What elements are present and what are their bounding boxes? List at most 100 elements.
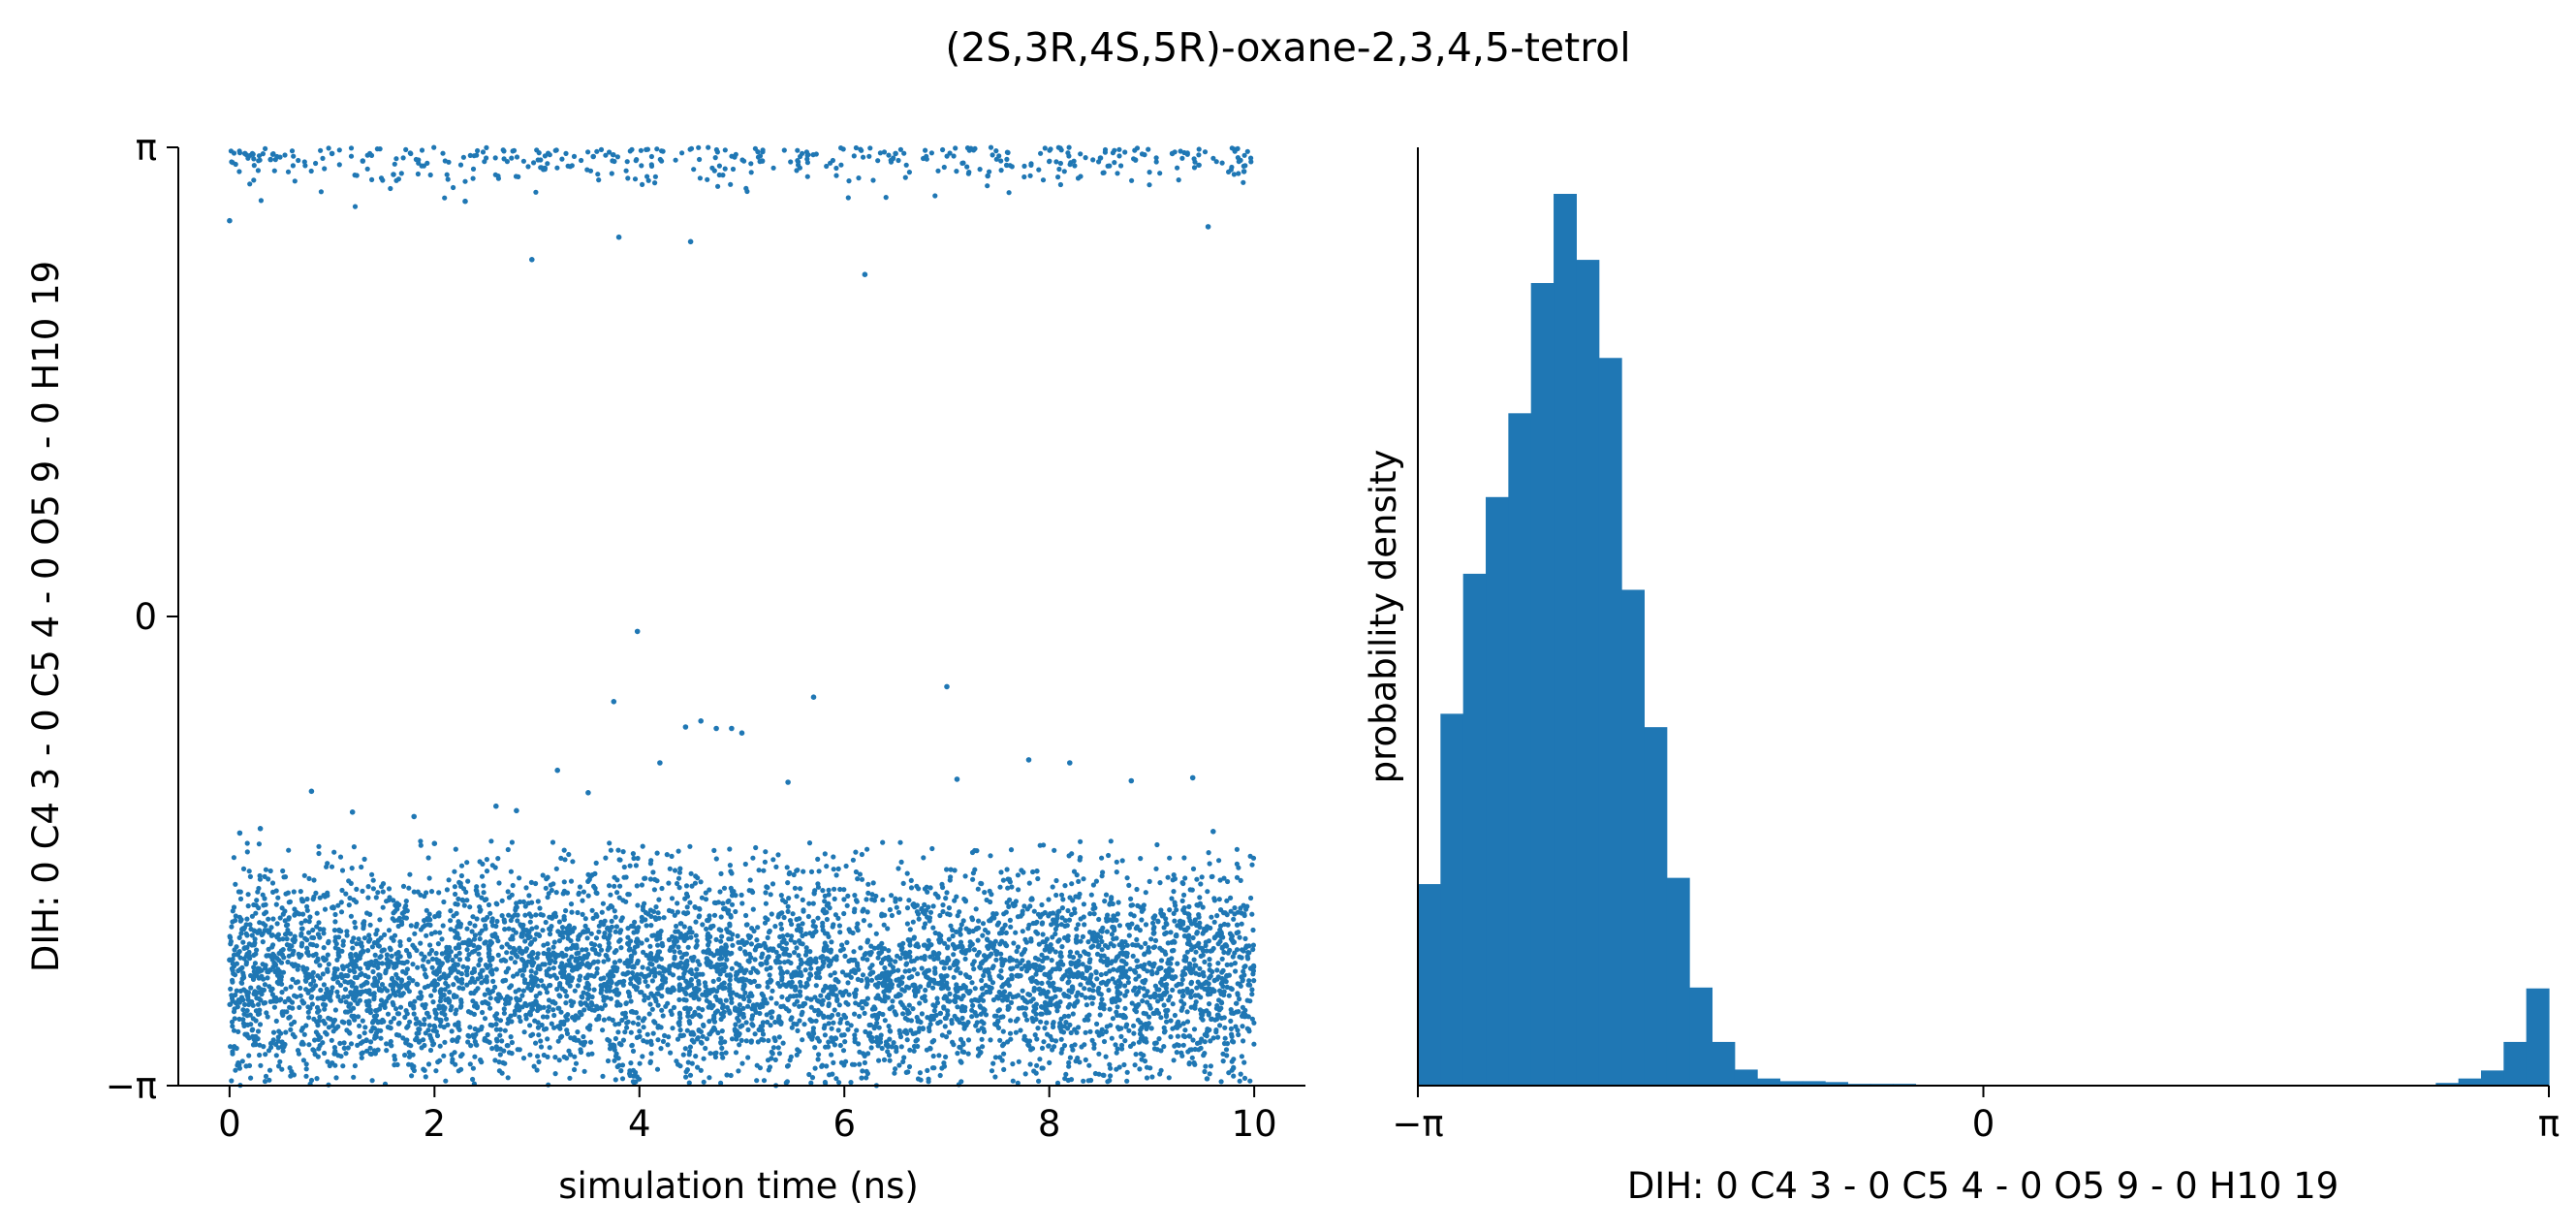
scatter-point (1184, 1019, 1191, 1025)
scatter-point (568, 901, 575, 907)
scatter-point (509, 839, 516, 845)
scatter-point (276, 1063, 282, 1069)
scatter-point (647, 1001, 653, 1007)
scatter-point (954, 982, 959, 988)
scatter-point (248, 985, 254, 991)
scatter-point (1182, 958, 1189, 963)
scatter-point (1210, 945, 1216, 952)
scatter-point (1075, 1055, 1081, 1061)
scatter-point (561, 916, 567, 922)
scatter-point (989, 1068, 995, 1074)
scatter-point (321, 931, 327, 936)
scatter-point (1178, 1007, 1184, 1013)
scatter-point (1250, 855, 1257, 861)
scatter-point (1141, 965, 1147, 972)
scatter-point (915, 944, 922, 950)
scatter-point (1061, 1043, 1068, 1049)
scatter-point (1013, 899, 1019, 904)
scatter-point (841, 1032, 847, 1038)
scatter-point (733, 908, 738, 915)
scatter-point (841, 910, 847, 917)
scatter-point (499, 898, 505, 903)
scatter-point (1049, 1037, 1054, 1043)
scatter-point (762, 859, 769, 865)
scatter-point (345, 1045, 351, 1051)
scatter-point (569, 954, 575, 960)
scatter-point (1044, 943, 1050, 949)
scatter-point (850, 857, 857, 863)
scatter-point (625, 892, 631, 898)
scatter-point (1098, 992, 1104, 997)
scatter-point (889, 969, 895, 975)
scatter-point (1181, 892, 1187, 899)
scatter-point (745, 1003, 751, 1009)
scatter-point (854, 925, 860, 931)
scatter-point (546, 1004, 552, 1010)
scatter-point (919, 1011, 926, 1017)
scatter-point (1015, 944, 1021, 950)
scatter-point (255, 1028, 262, 1034)
scatter-point (659, 885, 665, 892)
scatter-point (411, 1063, 417, 1069)
scatter-point (948, 874, 954, 880)
scatter-point (1033, 971, 1039, 977)
scatter-point (331, 969, 337, 975)
scatter-point (1081, 876, 1086, 882)
scatter-point (589, 907, 595, 913)
scatter-point (511, 973, 517, 979)
scatter-point (359, 983, 364, 989)
scatter-point (499, 913, 505, 919)
scatter-point (917, 1000, 923, 1006)
scatter-point (818, 993, 824, 998)
scatter-point (686, 930, 692, 935)
scatter-point (879, 911, 885, 917)
scatter-point (236, 1016, 242, 1022)
scatter-point (414, 947, 420, 954)
scatter-point (886, 1024, 892, 1029)
scatter-point (1238, 877, 1243, 884)
scatter-point (1211, 988, 1217, 994)
scatter-point (338, 909, 345, 915)
scatter-point (512, 1008, 518, 1014)
scatter-point (754, 1062, 760, 1068)
scatter-point (828, 949, 833, 955)
scatter-point (837, 886, 843, 893)
scatter-point (952, 868, 958, 873)
scatter-point (1074, 933, 1080, 939)
scatter-point (1052, 847, 1057, 853)
scatter-point (1171, 947, 1177, 954)
scatter-point (359, 864, 364, 870)
scatter-point (1192, 963, 1198, 968)
scatter-point (641, 949, 646, 956)
scatter-point (1234, 846, 1240, 852)
scatter-point (279, 905, 285, 911)
scatter-point (232, 1016, 237, 1022)
scatter-point (900, 880, 906, 887)
scatter-point (228, 938, 234, 944)
scatter-point (241, 1001, 248, 1007)
scatter-point (864, 1070, 871, 1077)
scatter-point (1228, 908, 1234, 914)
scatter-point (298, 985, 303, 992)
scatter-point (1143, 940, 1148, 947)
scatter-point (370, 886, 376, 892)
scatter-point (1001, 1051, 1007, 1057)
scatter-point (1168, 1018, 1174, 1024)
scatter-point (1180, 1042, 1186, 1048)
scatter-point (798, 940, 803, 946)
scatter-point (773, 949, 779, 955)
scatter-point (1132, 1062, 1138, 1068)
scatter-point (970, 1002, 976, 1008)
scatter-point (231, 855, 236, 861)
scatter-point (773, 1000, 779, 1006)
scatter-point (1200, 931, 1206, 936)
scatter-point (613, 1022, 618, 1027)
scatter-point (1091, 938, 1097, 944)
scatter-point (365, 884, 371, 890)
scatter-point (367, 922, 373, 928)
scatter-point (315, 932, 321, 937)
scatter-point (577, 884, 583, 890)
scatter-point (1089, 1000, 1095, 1006)
scatter-point (739, 1023, 745, 1028)
scatter-point (316, 843, 322, 849)
